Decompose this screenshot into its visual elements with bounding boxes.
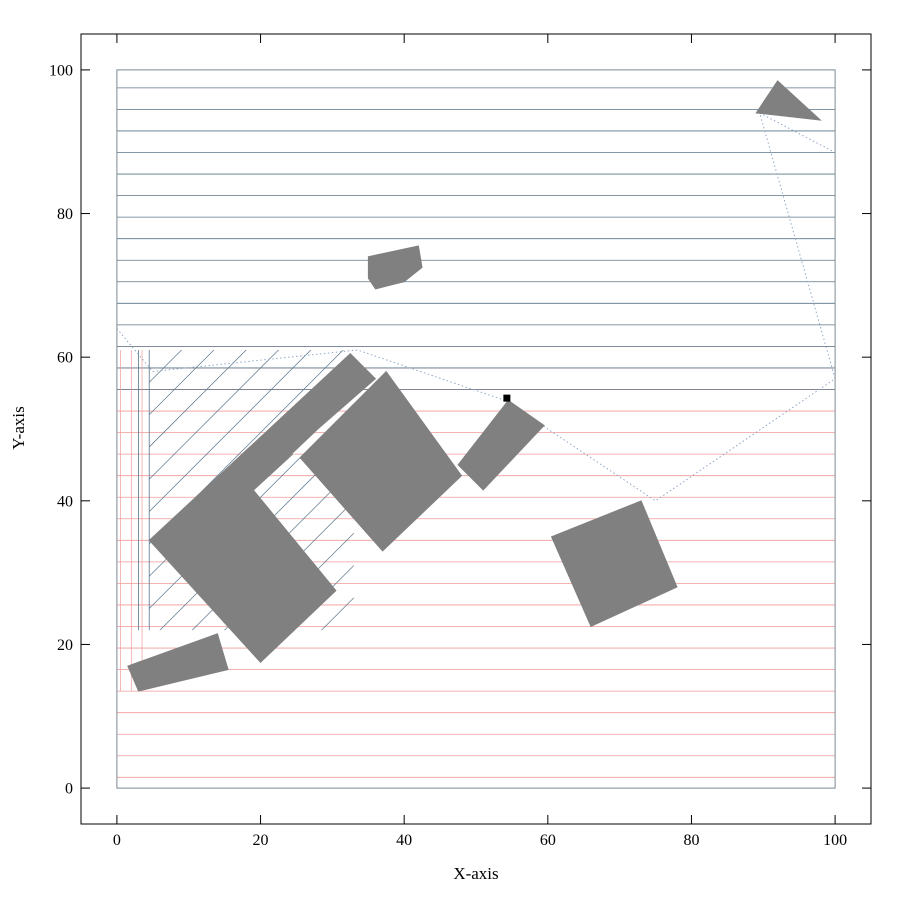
- diagonal-stripe: [149, 695, 354, 900]
- diagonal-stripe: [149, 350, 247, 448]
- y-tick-label: 60: [57, 350, 73, 367]
- diagonal-stripe: [149, 727, 354, 900]
- position-marker: [503, 394, 511, 402]
- diagonal-stripe: [149, 856, 354, 900]
- obstacle-polygon: [457, 399, 545, 491]
- obstacle-polygon: [755, 80, 822, 121]
- y-tick-label: 0: [65, 781, 73, 798]
- obstacle-polygon: [127, 633, 229, 692]
- x-tick-label: 80: [683, 832, 699, 849]
- diagonal-stripe: [149, 350, 312, 512]
- obstacle-polygon: [299, 370, 463, 552]
- x-tick-label: 0: [113, 832, 121, 849]
- x-axis-label: X-axis: [453, 864, 498, 883]
- x-tick-label: 100: [823, 832, 847, 849]
- axis-ticks: 0 20 40 60 80 100 0 20 40 60 80 100: [49, 34, 871, 849]
- y-tick-label: 100: [49, 62, 73, 79]
- diagonal-stripe: [149, 16, 354, 221]
- x-tick-label: 20: [253, 832, 269, 849]
- y-axis-label: Y-axis: [9, 406, 28, 449]
- diagonal-stripe: [149, 81, 354, 286]
- x-tick-label: 60: [540, 832, 556, 849]
- marker-square: [503, 394, 511, 402]
- coverage-path: [116, 112, 836, 502]
- plot-frame: [80, 33, 872, 825]
- diagonal-stripe: [149, 350, 150, 351]
- dotted-path-line: [116, 112, 836, 502]
- axes-frame: [80, 33, 872, 825]
- obstacles: [127, 80, 822, 692]
- y-tick-label: 80: [57, 206, 73, 223]
- obstacle-polygon: [148, 353, 377, 663]
- x-tick-label: 40: [396, 832, 412, 849]
- obstacle-polygon: [367, 245, 423, 290]
- y-tick-label: 20: [57, 637, 73, 654]
- diagonal-stripe: [149, 759, 354, 900]
- diagonal-stripe: [149, 48, 354, 253]
- diagonal-stripe: [256, 532, 354, 631]
- workspace-rectangle: [116, 69, 836, 789]
- diagonal-stripe: [149, 113, 354, 318]
- diagonal-stripe: [149, 350, 215, 415]
- diagonal-stripe: [149, 350, 183, 383]
- workspace-boundary: [116, 69, 836, 789]
- diagonal-stripe: [149, 350, 279, 480]
- obstacle-polygon: [550, 500, 678, 628]
- y-tick-label: 40: [57, 493, 73, 510]
